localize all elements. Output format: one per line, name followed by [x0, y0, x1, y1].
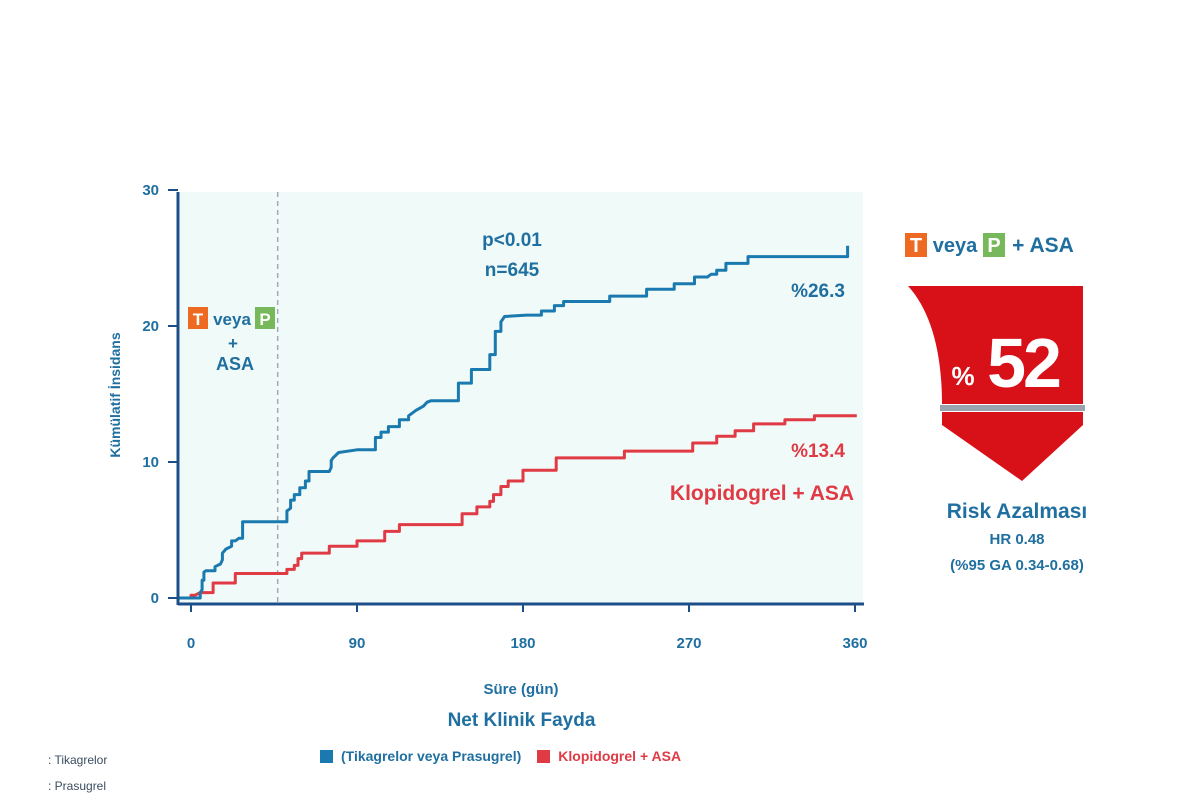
p-tag-icon — [255, 307, 275, 329]
legend-swatch-red — [537, 749, 551, 763]
side-plus-asa: + ASA — [1012, 234, 1074, 257]
side-tag-word: veya — [933, 235, 978, 257]
blue-end-label: %26.3 — [791, 281, 845, 302]
side-p-tag-icon — [983, 233, 1005, 257]
series-line-red — [178, 414, 857, 600]
legend-swatch-blue — [320, 749, 333, 763]
left-tag-plus: + — [228, 334, 238, 353]
big-number: 52 — [987, 324, 1060, 402]
chart-title: Net Klinik Fayda — [447, 710, 596, 731]
n-label: n=645 — [485, 260, 540, 281]
left-tag-asa: ASA — [216, 354, 254, 374]
side-t-tag-icon — [905, 233, 927, 257]
p-value-label: p<0.01 — [482, 230, 542, 251]
hr-label: HR 0.48 — [989, 531, 1044, 548]
legend: (Tikagrelor veya Prasugrel) Klopidogrel … — [320, 748, 697, 764]
series-line-blue — [178, 245, 850, 600]
footnote-tikagrelor: : Tikagrelor — [48, 753, 108, 767]
red-series-label: Klopidogrel + ASA — [670, 482, 854, 505]
left-tag-p: P — [259, 310, 270, 329]
plot-background — [180, 192, 863, 603]
left-tag-t: T — [193, 310, 204, 329]
left-tag-word: veya — [213, 310, 251, 329]
arrow-upper-shape — [908, 286, 1083, 404]
x-tick-label: 180 — [510, 635, 535, 652]
legend-label-blue: (Tikagrelor veya Prasugrel) — [341, 748, 522, 764]
footnote-prasugrel: : Prasugrel — [48, 779, 107, 793]
red-end-label: %13.4 — [791, 441, 845, 462]
risk-label: Risk Azalması — [947, 500, 1087, 523]
arrow-head-shape — [942, 412, 1083, 481]
y-tick-label: 0 — [151, 590, 159, 607]
y-tick-label: 30 — [142, 182, 159, 199]
t-tag-icon — [188, 307, 208, 329]
x-axis-label: Süre (gün) — [484, 681, 559, 698]
side-tag-t: T — [910, 235, 922, 257]
legend-label-red: Klopidogrel + ASA — [558, 748, 682, 764]
y-tick-label: 10 — [142, 454, 159, 471]
legend-item-blue: (Tikagrelor veya Prasugrel) — [320, 748, 521, 764]
arrow-divider — [940, 405, 1085, 411]
y-tick-label: 20 — [142, 318, 159, 335]
x-tick-label: 0 — [187, 635, 195, 652]
y-axis-label: Kümülatif İnsidans — [107, 332, 123, 457]
x-tick-label: 90 — [349, 635, 366, 652]
x-tick-label: 360 — [842, 635, 867, 652]
plot-layer: 0 90 180 270 360 0 10 20 30 — [142, 182, 867, 652]
legend-item-red: Klopidogrel + ASA — [537, 748, 681, 764]
ci-label: (%95 GA 0.34-0.68) — [950, 557, 1084, 574]
x-tick-label: 270 — [676, 635, 701, 652]
side-tag-p: P — [987, 235, 1000, 257]
percent-sign: % — [951, 361, 974, 391]
